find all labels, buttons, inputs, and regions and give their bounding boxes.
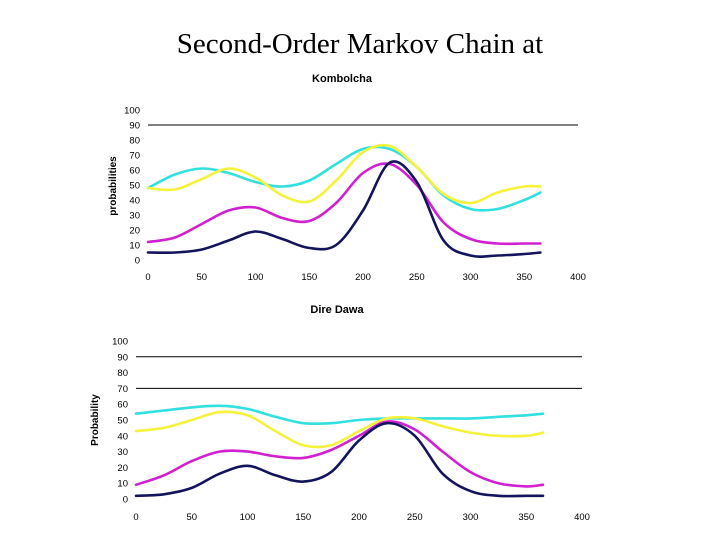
dire-dawa-y-tick-label: 100	[112, 337, 128, 348]
chart-kombolcha: Kombolcha probabilities 0 10 20 30 40 50 60 70 80 9…	[108, 73, 586, 283]
dire-dawa-y-tick-label: 10	[117, 479, 128, 490]
chart-dire-dawa: Dire Dawa Probability 0 10 20 30 40 50 60 70 80 90 1…	[90, 304, 590, 523]
kombolcha-y-tick-label: 0	[135, 256, 140, 267]
dire-dawa-x-tick-label: 50	[186, 512, 197, 523]
kombolcha-x-tick-label: 400	[570, 272, 586, 283]
kombolcha-y-tick-label: 50	[129, 181, 140, 192]
kombolcha-y-tick-label: 30	[129, 211, 140, 222]
kombolcha-series-yellow	[146, 143, 542, 205]
dire-dawa-x-tick-label: 0	[133, 512, 138, 523]
dire-dawa-y-tick-label: 0	[123, 495, 128, 506]
kombolcha-y-tick-label: 100	[124, 106, 140, 117]
kombolcha-series-cyan	[146, 145, 542, 212]
kombolcha-x-tick-label: 50	[196, 272, 207, 283]
dire-dawa-x-tick-label: 400	[574, 512, 590, 523]
kombolcha-y-tick-label: 10	[129, 241, 140, 252]
kombolcha-y-tick-label: 20	[129, 226, 140, 237]
dire-dawa-x-tick-label: 100	[240, 512, 256, 523]
dire-dawa-x-tick-label: 250	[407, 512, 423, 523]
kombolcha-y-tick-label: 90	[129, 121, 140, 132]
dire-dawa-y-tick-label: 30	[117, 447, 128, 458]
dire-dawa-series-cyan	[134, 404, 545, 426]
kombolcha-y-tick-label: 60	[129, 166, 140, 177]
dire-dawa-y-tick-label: 40	[117, 431, 128, 442]
kombolcha-y-tick-label: 40	[129, 196, 140, 207]
kombolcha-x-tick-label: 200	[355, 272, 371, 283]
kombolcha-series-magenta	[146, 162, 542, 246]
kombolcha-x-tick-label: 100	[248, 272, 264, 283]
kombolcha-y-axis-label: probabilities	[108, 156, 119, 216]
dire-dawa-y-axis-label: Probability	[90, 394, 101, 446]
kombolcha-x-tick-label: 250	[409, 272, 425, 283]
kombolcha-series-navy	[146, 160, 542, 258]
kombolcha-x-tick-label: 150	[301, 272, 317, 283]
dire-dawa-x-tick-label: 350	[518, 512, 534, 523]
dire-dawa-y-tick-label: 20	[117, 463, 128, 474]
kombolcha-chart-title: Kombolcha	[312, 73, 373, 85]
dire-dawa-y-tick-label: 60	[117, 400, 128, 411]
dire-dawa-series-yellow	[134, 410, 545, 449]
dire-dawa-series-magenta	[134, 420, 545, 488]
kombolcha-x-tick-label: 300	[463, 272, 479, 283]
kombolcha-y-tick-label: 70	[129, 151, 140, 162]
kombolcha-x-tick-label: 0	[145, 272, 150, 283]
dire-dawa-y-tick-label: 80	[117, 368, 128, 379]
kombolcha-y-tick-label: 80	[129, 136, 140, 147]
kombolcha-x-tick-label: 350	[516, 272, 532, 283]
dire-dawa-y-tick-label: 90	[117, 352, 128, 363]
dire-dawa-y-tick-label: 50	[117, 416, 128, 427]
dire-dawa-x-tick-label: 200	[351, 512, 367, 523]
slide-title: Second-Order Markov Chain at	[176, 28, 544, 60]
dire-dawa-chart-title: Dire Dawa	[310, 304, 364, 316]
dire-dawa-series-navy	[134, 421, 545, 498]
dire-dawa-y-tick-label: 70	[117, 384, 128, 395]
dire-dawa-x-tick-label: 300	[463, 512, 479, 523]
dire-dawa-x-tick-label: 150	[295, 512, 311, 523]
